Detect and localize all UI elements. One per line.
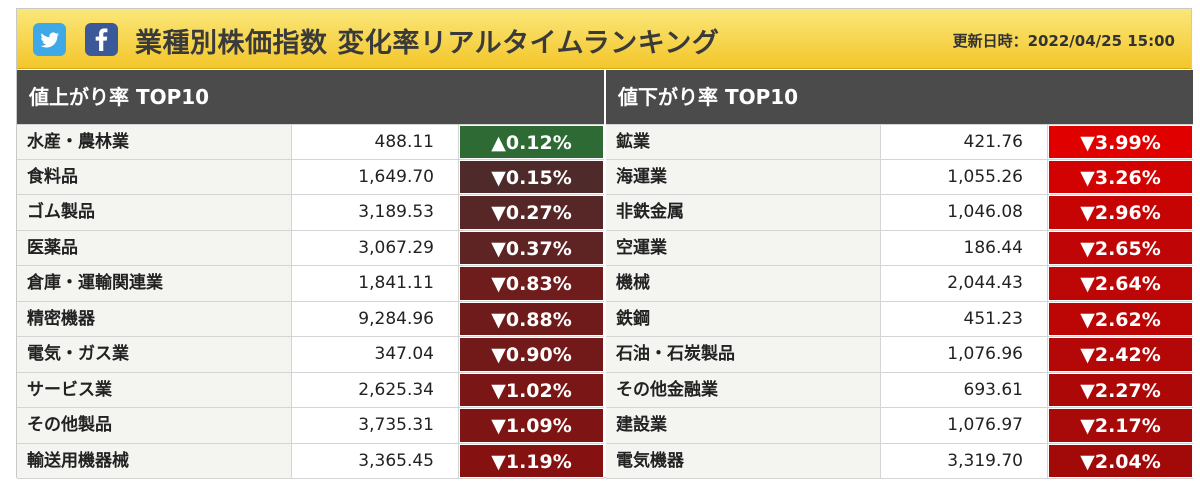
index-value: 421.76 [881,125,1048,159]
index-value: 3,319.70 [881,443,1048,478]
index-value: 693.61 [881,372,1048,407]
sector-name: 水産・農林業 [17,125,292,159]
sector-name: 石油・石炭製品 [606,337,881,372]
gainers-heading: 値上がり率 TOP10 [17,70,604,124]
index-value: 3,365.45 [292,443,459,478]
table-row[interactable]: その他金融業 693.61 ▼2.27% [606,372,1193,408]
losers-panel: 値下がり率 TOP10 鉱業 421.76 ▼3.99% 海運業 1,055.26 ▼3… [606,70,1193,479]
sector-name: 鉄鋼 [606,301,881,336]
table-row[interactable]: 鉱業 421.76 ▼3.99% [606,124,1193,160]
index-value: 1,046.08 [881,195,1048,230]
gainers-table: 水産・農林業 488.11 ▲0.12% 食料品 1,649.70 ▼0.15% ゴム製… [17,124,604,479]
sector-name: 医薬品 [17,230,292,265]
index-value: 1,076.96 [881,337,1048,372]
change-rate: ▼0.37% [459,230,604,265]
gainers-panel: 値上がり率 TOP10 水産・農林業 488.11 ▲0.12% 食料品 1,649.… [17,70,604,479]
ranking-widget: 業種別株価指数 変化率リアルタイムランキング 更新日時：2022/04/25 1… [16,8,1193,479]
table-row[interactable]: 機械 2,044.43 ▼2.64% [606,266,1193,302]
change-rate: ▼1.19% [459,443,604,478]
index-value: 3,067.29 [292,230,459,265]
index-value: 3,735.31 [292,408,459,443]
table-row[interactable]: 海運業 1,055.26 ▼3.26% [606,159,1193,195]
table-row[interactable]: 電気・ガス業 347.04 ▼0.90% [17,337,604,373]
index-value: 347.04 [292,337,459,372]
sector-name: 海運業 [606,159,881,194]
change-rate: ▼2.96% [1048,195,1193,230]
sector-name: 電気・ガス業 [17,337,292,372]
change-rate: ▼0.83% [459,266,604,301]
index-value: 1,055.26 [881,159,1048,194]
losers-heading: 値下がり率 TOP10 [606,70,1193,124]
table-row[interactable]: その他製品 3,735.31 ▼1.09% [17,408,604,444]
sector-name: ゴム製品 [17,195,292,230]
table-row[interactable]: 電気機器 3,319.70 ▼2.04% [606,443,1193,479]
twitter-share-button[interactable] [33,23,66,56]
sector-name: 建設業 [606,408,881,443]
table-row[interactable]: 輸送用機器械 3,365.45 ▼1.19% [17,443,604,479]
twitter-icon [40,32,59,48]
table-row[interactable]: 石油・石炭製品 1,076.96 ▼2.42% [606,337,1193,373]
change-rate: ▼1.02% [459,372,604,407]
change-rate: ▲0.12% [459,125,604,159]
table-row[interactable]: ゴム製品 3,189.53 ▼0.27% [17,195,604,231]
table-row[interactable]: 食料品 1,649.70 ▼0.15% [17,159,604,195]
table-row[interactable]: サービス業 2,625.34 ▼1.02% [17,372,604,408]
sector-name: 精密機器 [17,301,292,336]
change-rate: ▼1.09% [459,408,604,443]
index-value: 451.23 [881,301,1048,336]
sector-name: 電気機器 [606,443,881,478]
change-rate: ▼0.88% [459,301,604,336]
table-row[interactable]: 非鉄金属 1,046.08 ▼2.96% [606,195,1193,231]
losers-table: 鉱業 421.76 ▼3.99% 海運業 1,055.26 ▼3.26% 非鉄金属 1,0… [606,124,1193,479]
change-rate: ▼3.26% [1048,159,1193,194]
sector-name: 食料品 [17,159,292,194]
index-value: 1,076.97 [881,408,1048,443]
table-row[interactable]: 建設業 1,076.97 ▼2.17% [606,408,1193,444]
sector-name: 空運業 [606,230,881,265]
updated-timestamp: 更新日時：2022/04/25 15:00 [952,32,1175,50]
change-rate: ▼2.62% [1048,301,1193,336]
change-rate: ▼0.15% [459,159,604,194]
sector-name: サービス業 [17,372,292,407]
facebook-share-button[interactable] [85,23,118,56]
table-row[interactable]: 精密機器 9,284.96 ▼0.88% [17,301,604,337]
sector-name: 倉庫・運輸関連業 [17,266,292,301]
change-rate: ▼0.27% [459,195,604,230]
sector-name: その他製品 [17,408,292,443]
change-rate: ▼2.65% [1048,230,1193,265]
header-bar: 業種別株価指数 変化率リアルタイムランキング 更新日時：2022/04/25 1… [17,9,1191,69]
index-value: 1,649.70 [292,159,459,194]
sector-name: 輸送用機器械 [17,443,292,478]
change-rate: ▼3.99% [1048,125,1193,159]
table-row[interactable]: 水産・農林業 488.11 ▲0.12% [17,124,604,160]
change-rate: ▼0.90% [459,337,604,372]
page-title: 業種別株価指数 変化率リアルタイムランキング [135,28,720,59]
table-row[interactable]: 倉庫・運輸関連業 1,841.11 ▼0.83% [17,266,604,302]
index-value: 9,284.96 [292,301,459,336]
table-row[interactable]: 鉄鋼 451.23 ▼2.62% [606,301,1193,337]
sector-name: 鉱業 [606,125,881,159]
sector-name: その他金融業 [606,372,881,407]
change-rate: ▼2.42% [1048,337,1193,372]
change-rate: ▼2.27% [1048,372,1193,407]
index-value: 488.11 [292,125,459,159]
sector-name: 機械 [606,266,881,301]
index-value: 186.44 [881,230,1048,265]
sector-name: 非鉄金属 [606,195,881,230]
index-value: 2,625.34 [292,372,459,407]
index-value: 3,189.53 [292,195,459,230]
index-value: 2,044.43 [881,266,1048,301]
change-rate: ▼2.64% [1048,266,1193,301]
index-value: 1,841.11 [292,266,459,301]
change-rate: ▼2.17% [1048,408,1193,443]
table-row[interactable]: 空運業 186.44 ▼2.65% [606,230,1193,266]
facebook-icon [95,28,108,51]
change-rate: ▼2.04% [1048,443,1193,478]
table-row[interactable]: 医薬品 3,067.29 ▼0.37% [17,230,604,266]
